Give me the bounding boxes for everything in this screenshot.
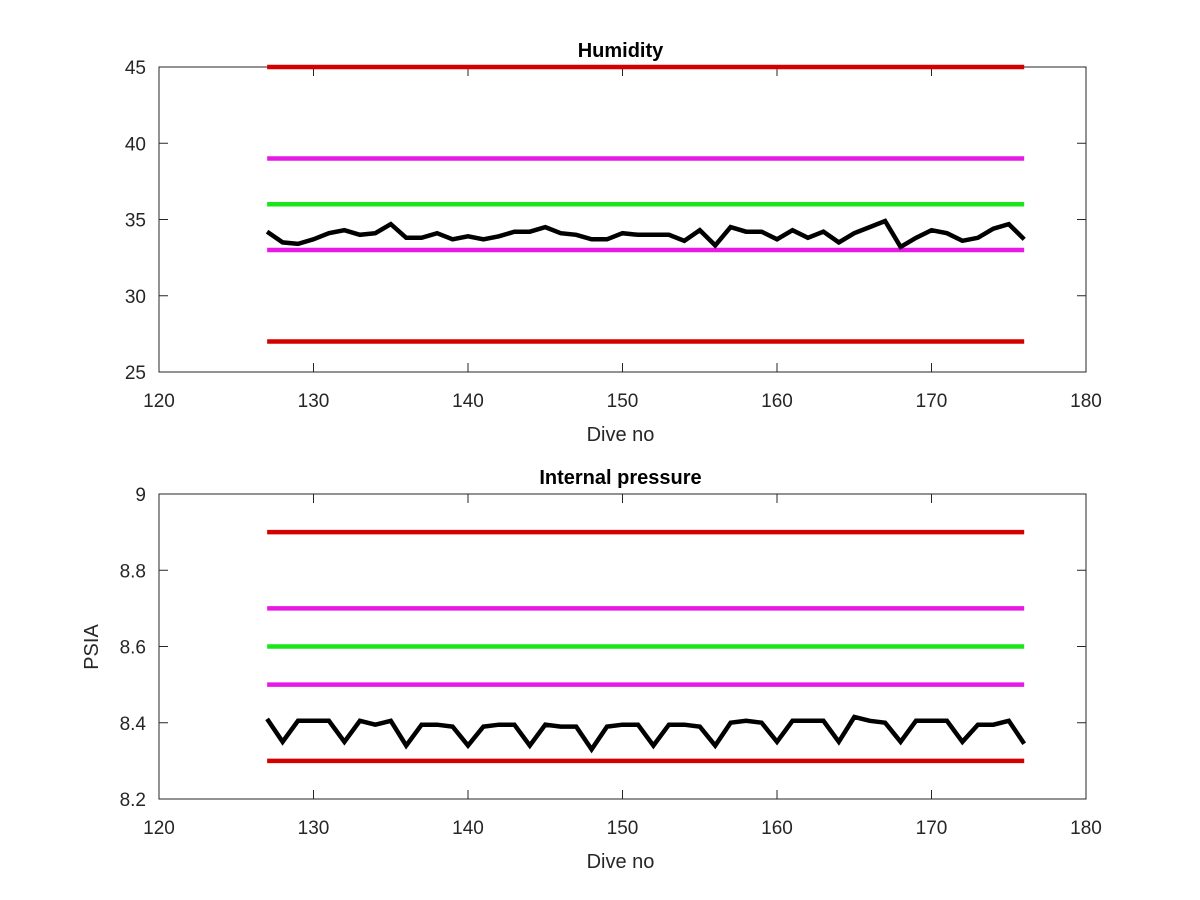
internal-pressure-ytick-label: 8.6 <box>120 638 146 659</box>
internal-pressure-xtick-label: 140 <box>452 818 484 839</box>
humidity-data-line <box>265 218 1026 250</box>
internal-pressure-xtick-label: 160 <box>761 818 793 839</box>
humidity-xlabel: Dive no <box>587 424 655 446</box>
internal-pressure-xtick-label: 150 <box>607 818 639 839</box>
internal-pressure-xtick-label: 120 <box>143 818 175 839</box>
internal-pressure-ytick-label: 8.4 <box>120 714 147 735</box>
internal-pressure-ytick-label: 9 <box>135 485 146 506</box>
humidity-title: Humidity <box>578 40 664 62</box>
humidity-axes-box <box>158 66 1087 373</box>
humidity-xtick-label: 140 <box>452 391 484 412</box>
humidity-ytick-label: 40 <box>125 134 146 155</box>
humidity-plot: 120 130 140 150 160 170 180 25 30 35 40 45 Humidity D… <box>125 40 1102 446</box>
internal-pressure-plot: 120 130 140 150 160 170 180 8.2 8.4 8.6 8.8 9 Intern… <box>81 467 1102 873</box>
humidity-xtick-label: 150 <box>607 391 639 412</box>
internal-pressure-xtick-label: 130 <box>298 818 330 839</box>
humidity-ytick-label: 25 <box>125 363 146 384</box>
humidity-ytick-label: 30 <box>125 287 146 308</box>
internal-pressure-title: Internal pressure <box>539 467 701 489</box>
internal-pressure-data-line <box>265 714 1027 754</box>
humidity-xtick-label: 120 <box>143 391 175 412</box>
internal-pressure-ytick-label: 8.8 <box>120 561 146 582</box>
humidity-xtick-label: 130 <box>298 391 330 412</box>
humidity-xtick-label: 160 <box>761 391 793 412</box>
internal-pressure-ylabel: PSIA <box>81 624 103 670</box>
internal-pressure-ytick-label: 8.2 <box>120 790 146 811</box>
internal-pressure-xtick-label: 170 <box>916 818 948 839</box>
humidity-xtick-label: 170 <box>916 391 948 412</box>
internal-pressure-xlabel: Dive no <box>587 851 655 873</box>
humidity-ytick-label: 35 <box>125 211 146 232</box>
humidity-xtick-label: 180 <box>1070 391 1102 412</box>
internal-pressure-xtick-label: 180 <box>1070 818 1102 839</box>
humidity-ytick-label: 45 <box>125 58 146 79</box>
